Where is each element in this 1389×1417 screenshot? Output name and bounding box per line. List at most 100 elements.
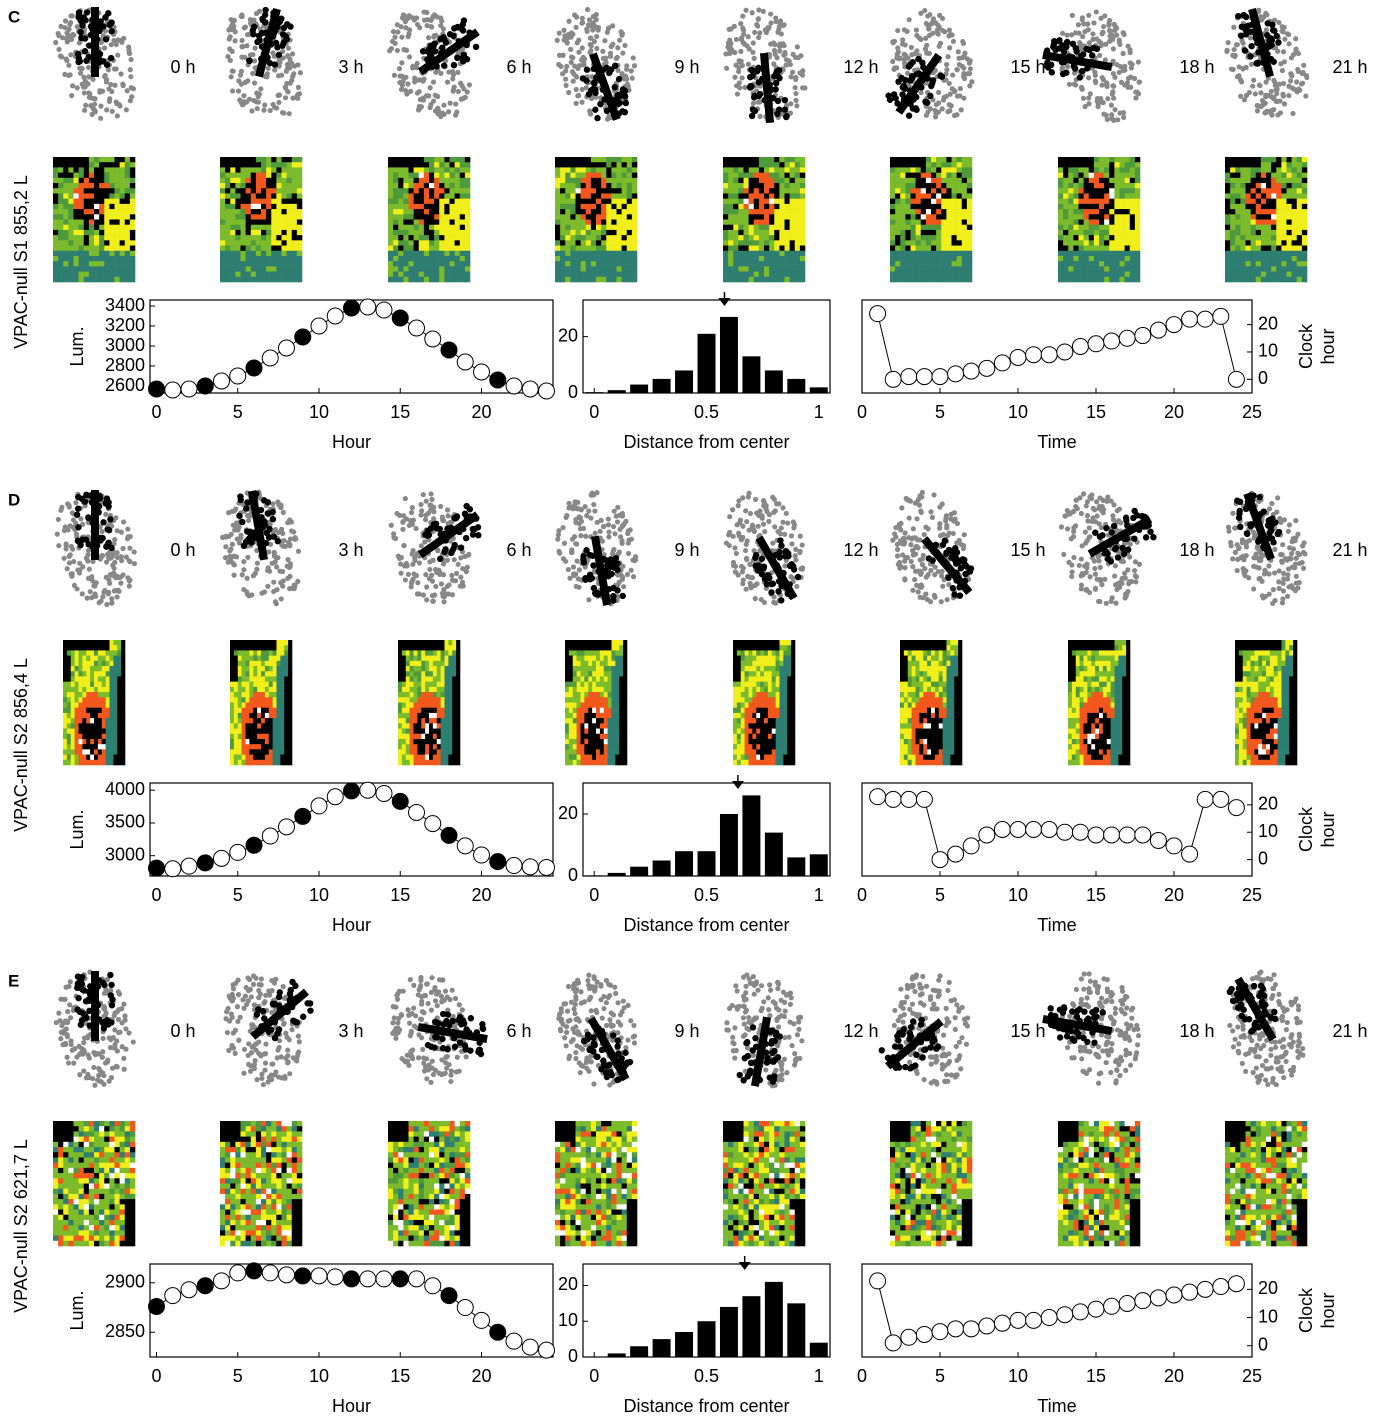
heatmap-cell	[130, 251, 135, 257]
heatmap-cell	[916, 240, 921, 246]
cell-map	[555, 7, 637, 122]
heatmap-cell	[1135, 173, 1140, 179]
heatmap-cell	[235, 225, 240, 231]
cell	[229, 74, 234, 79]
heatmap-cell	[398, 209, 403, 215]
heatmap-cell	[617, 173, 622, 179]
heatmap-cell	[738, 167, 743, 173]
cell	[387, 48, 392, 53]
heatmap	[53, 157, 135, 282]
cell	[907, 17, 912, 22]
heatmap-cell	[287, 162, 292, 168]
cell	[98, 104, 103, 109]
heatmap-cell	[1266, 246, 1271, 252]
heatmap-cell	[749, 235, 754, 241]
heatmap-cell	[1240, 251, 1245, 257]
heatmap-cell	[271, 225, 276, 231]
cell	[561, 28, 566, 33]
cell	[588, 36, 593, 41]
heatmap-cell	[952, 183, 957, 189]
heatmap-cell	[931, 277, 936, 283]
heatmap-cell	[962, 173, 967, 179]
heatmap-cell	[1297, 209, 1302, 215]
cell	[576, 37, 581, 42]
heatmap-cell	[276, 162, 281, 168]
heatmap-cell	[1302, 251, 1307, 257]
cell	[1294, 79, 1299, 84]
heatmap-cell	[1089, 214, 1094, 220]
heatmap-cell	[53, 157, 58, 163]
heatmap-cell	[749, 277, 754, 283]
heatmap-cell	[962, 204, 967, 210]
heatmap-cell	[560, 209, 565, 215]
heatmap-cell	[601, 193, 606, 199]
heatmap-cell	[1120, 225, 1125, 231]
heatmap-cell	[74, 188, 79, 194]
heatmap-cell	[606, 240, 611, 246]
heatmap-cell	[409, 266, 414, 272]
heatmap-cell	[733, 261, 738, 267]
cell	[968, 66, 973, 71]
heatmap-cell	[58, 199, 63, 205]
cell	[571, 79, 576, 84]
heatmap-cell	[1120, 246, 1125, 252]
heatmap-cell	[1114, 199, 1119, 205]
heatmap-cell	[632, 204, 637, 210]
heatmap-cell	[1099, 193, 1104, 199]
time-label: 15 h	[1010, 57, 1045, 77]
heatmap	[1225, 157, 1307, 282]
heatmap-cell	[931, 256, 936, 262]
heatmap-cell	[1287, 193, 1292, 199]
cell	[250, 71, 255, 76]
heatmap-cell	[1135, 261, 1140, 267]
cell	[573, 25, 578, 30]
cell-map	[53, 7, 136, 121]
cell	[945, 54, 950, 59]
heatmap-cell	[744, 220, 749, 226]
heatmap-cell	[606, 225, 611, 231]
heatmap-cell	[1084, 256, 1089, 262]
heatmap-cell	[795, 178, 800, 184]
heatmap-cell	[1276, 173, 1281, 179]
heatmap-cell	[900, 246, 905, 252]
heatmap-cell	[926, 251, 931, 257]
heatmap-cell	[104, 178, 109, 184]
heatmap-cell	[246, 157, 251, 163]
heatmap-cell	[581, 188, 586, 194]
heatmap-cell	[754, 173, 759, 179]
heatmap-cell	[1230, 167, 1235, 173]
heatmap-cell	[606, 204, 611, 210]
cell	[1240, 66, 1245, 71]
heatmap-cell	[728, 256, 733, 262]
heatmap-cell	[297, 240, 302, 246]
heatmap-cell	[1281, 246, 1286, 252]
heatmap-cell	[89, 167, 94, 173]
heatmap-cell	[388, 220, 393, 226]
heatmap-cell	[1079, 220, 1084, 226]
heatmap-cell	[1246, 193, 1251, 199]
phase-cell	[776, 67, 782, 73]
heatmap-cell	[916, 235, 921, 241]
heatmap-cell	[266, 183, 271, 189]
heatmap-cell	[220, 272, 225, 278]
cell	[441, 103, 446, 108]
heatmap-cell	[723, 178, 728, 184]
cell	[781, 23, 786, 28]
cell	[566, 19, 571, 24]
heatmap-cell	[89, 183, 94, 189]
heatmap-cell	[728, 173, 733, 179]
heatmap-cell	[1079, 214, 1084, 220]
heatmap-cell	[1089, 256, 1094, 262]
heatmap-cell	[764, 230, 769, 236]
heatmap-cell	[754, 256, 759, 262]
heatmap-cell	[256, 173, 261, 179]
heatmap-cell	[936, 272, 941, 278]
cell	[296, 85, 301, 90]
heatmap-cell	[738, 277, 743, 283]
heatmap-cell	[1271, 214, 1276, 220]
heatmap-cell	[465, 272, 470, 278]
heatmap-cell	[1068, 277, 1073, 283]
cell	[955, 67, 960, 72]
heatmap-cell	[759, 188, 764, 194]
heatmap-cell	[764, 235, 769, 241]
